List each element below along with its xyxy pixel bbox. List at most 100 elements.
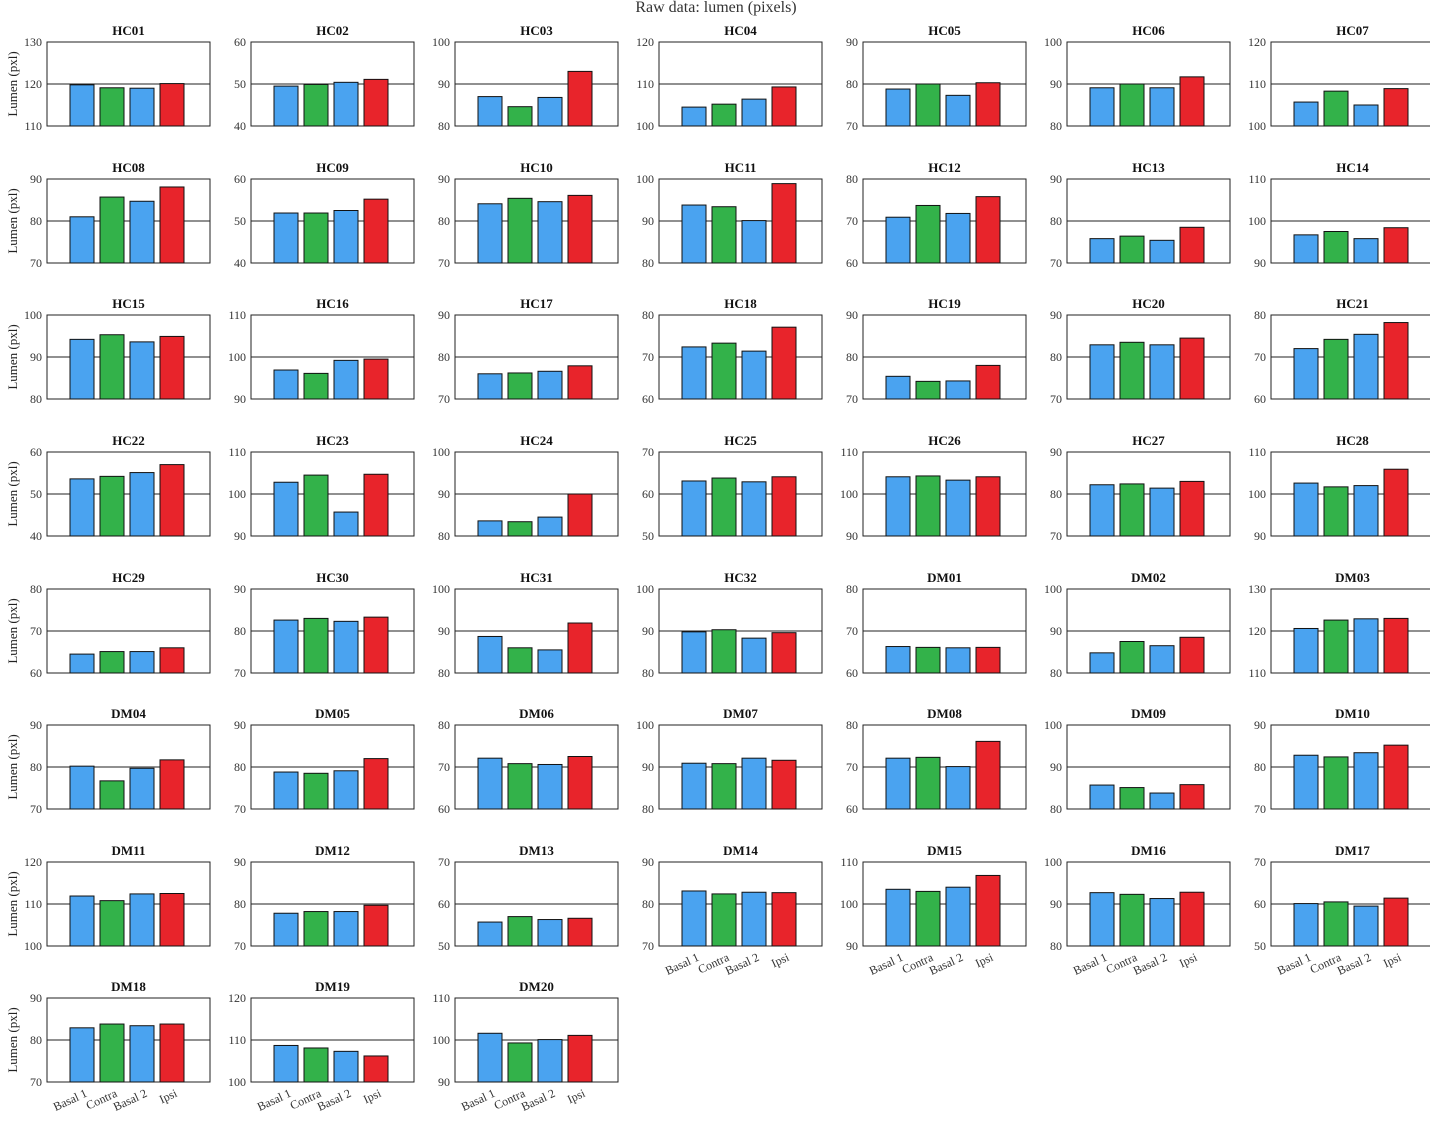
- panel-title: HC25: [724, 433, 757, 448]
- bar-basal-1: [273, 369, 299, 400]
- bar-contra: [915, 646, 941, 674]
- panel-title: HC02: [316, 23, 349, 38]
- y-tick-label: 60: [1254, 897, 1266, 911]
- panel-hc17: HC17 90 80 70: [438, 296, 619, 406]
- bar-ipsi: [1383, 744, 1409, 810]
- y-tick-label: 50: [438, 939, 450, 953]
- y-tick-label: 60: [642, 487, 654, 501]
- x-tick-label: Basal 2: [519, 1086, 557, 1114]
- bar-contra: [915, 83, 941, 127]
- bar-ipsi: [159, 83, 185, 127]
- y-tick-label: 110: [228, 1033, 246, 1047]
- panel-dm09: DM09 100 90 80: [1044, 706, 1231, 816]
- bar-contra: [99, 651, 125, 674]
- y-tick-label: 50: [234, 214, 246, 228]
- bar-basal-2: [537, 649, 563, 674]
- bar-ipsi: [363, 78, 389, 127]
- bar-basal-2: [537, 201, 563, 264]
- bar-ipsi: [159, 759, 185, 810]
- y-tick-label: 90: [1254, 718, 1266, 732]
- bar-basal-2: [333, 1050, 359, 1083]
- bar-basal-2: [945, 886, 971, 947]
- bar-basal-1: [681, 890, 707, 947]
- bar-basal-2: [945, 647, 971, 674]
- y-tick-label: 120: [636, 35, 654, 49]
- bar-basal-2: [1149, 487, 1175, 537]
- bar-ipsi: [567, 70, 593, 127]
- bar-ipsi: [159, 1023, 185, 1083]
- y-tick-label: 90: [1050, 760, 1062, 774]
- bar-basal-1: [477, 373, 503, 400]
- panel-title: HC21: [1336, 296, 1369, 311]
- panel-title: DM07: [723, 706, 758, 721]
- bar-contra: [711, 893, 737, 947]
- bar-contra: [99, 780, 125, 810]
- y-tick-label: 110: [1248, 77, 1266, 91]
- bar-ipsi: [567, 917, 593, 947]
- y-tick-label: 70: [642, 350, 654, 364]
- y-tick-label: 110: [432, 991, 450, 1005]
- bar-ipsi: [363, 198, 389, 264]
- panel-title: HC30: [316, 570, 349, 585]
- panel-hc14: HC14 110 100 90: [1248, 160, 1430, 270]
- bar-ipsi: [1383, 322, 1409, 400]
- bar-basal-1: [273, 912, 299, 947]
- bar-contra: [99, 900, 125, 947]
- y-tick-label: 90: [642, 214, 654, 228]
- y-tick-label: 90: [30, 718, 42, 732]
- bar-ipsi: [1179, 480, 1205, 537]
- y-tick-label: 70: [1050, 256, 1062, 270]
- bar-contra: [711, 477, 737, 537]
- bar-ipsi: [975, 646, 1001, 674]
- y-tick-label: 80: [642, 666, 654, 680]
- bar-basal-2: [945, 479, 971, 537]
- y-tick-label: 100: [228, 350, 246, 364]
- bar-basal-2: [333, 511, 359, 537]
- y-tick-label: 110: [1248, 445, 1266, 459]
- panel-dm12: DM12 90 80 70: [234, 843, 415, 953]
- panel-hc20: HC20 90 80 70: [1050, 296, 1231, 406]
- bar-basal-1: [885, 757, 911, 810]
- panel-title: DM19: [315, 979, 350, 994]
- panel-title: HC10: [520, 160, 553, 175]
- bar-basal-1: [681, 106, 707, 127]
- y-tick-label: 130: [1248, 582, 1266, 596]
- y-tick-label: 80: [1050, 939, 1062, 953]
- panel-hc23: HC23 110 100 90: [228, 433, 415, 543]
- bar-basal-1: [885, 476, 911, 537]
- bar-contra: [507, 1042, 533, 1083]
- y-tick-label: 80: [30, 1033, 42, 1047]
- bar-basal-2: [537, 1039, 563, 1083]
- y-tick-label: 130: [24, 35, 42, 49]
- y-tick-label: 90: [1050, 445, 1062, 459]
- y-tick-label: 70: [234, 939, 246, 953]
- bar-ipsi: [159, 335, 185, 400]
- x-tick-label: Ipsi: [1177, 950, 1200, 971]
- panel-hc16: HC16 110 100 90: [228, 296, 415, 406]
- y-tick-label: 80: [438, 350, 450, 364]
- y-tick-label: 80: [234, 897, 246, 911]
- bar-basal-2: [129, 1025, 155, 1083]
- bar-ipsi: [159, 464, 185, 537]
- panel-dm11: DM11 120 110 100 Lumen (pxl): [5, 843, 211, 953]
- bar-basal-2: [333, 620, 359, 674]
- y-tick-label: 80: [1254, 760, 1266, 774]
- bar-basal-2: [537, 516, 563, 537]
- bar-contra: [303, 372, 329, 400]
- panel-title: DM06: [519, 706, 554, 721]
- bar-contra: [1119, 235, 1145, 264]
- bar-basal-2: [741, 98, 767, 127]
- bar-basal-2: [1353, 905, 1379, 947]
- bar-basal-2: [129, 87, 155, 127]
- panel-title: HC22: [112, 433, 145, 448]
- y-axis-label: Lumen (pxl): [5, 598, 20, 663]
- y-tick-label: 80: [30, 582, 42, 596]
- bar-ipsi: [1383, 617, 1409, 674]
- panel-title: HC28: [1336, 433, 1369, 448]
- panel-title: HC06: [1132, 23, 1165, 38]
- y-tick-label: 80: [642, 802, 654, 816]
- bar-basal-1: [477, 921, 503, 947]
- bar-basal-1: [69, 765, 95, 810]
- panel-title: DM18: [111, 979, 146, 994]
